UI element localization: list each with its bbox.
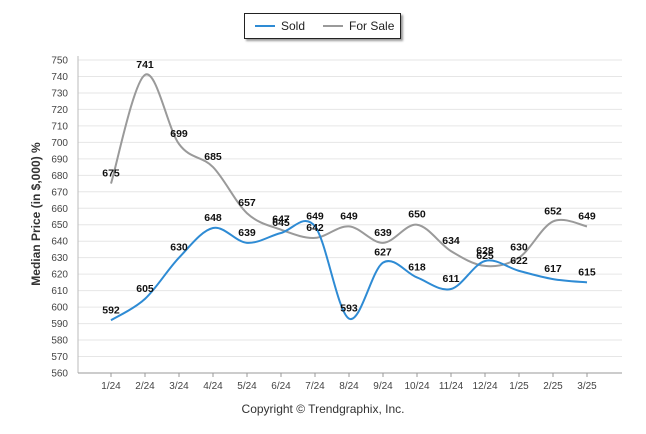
x-tick-label: 11/24: [439, 381, 464, 392]
y-tick-label: 750: [51, 56, 68, 67]
legend-label-sold: Sold: [281, 19, 306, 33]
y-tick-label: 620: [51, 270, 68, 281]
data-label-for-sale: 634: [442, 235, 460, 247]
legend-swatch-sold: [255, 25, 275, 27]
data-label-sold: 611: [443, 273, 460, 285]
x-tick-label: 3/25: [577, 381, 597, 392]
y-tick-label: 630: [51, 253, 68, 264]
data-label-sold: 628: [476, 245, 494, 257]
data-label-sold: 615: [578, 266, 596, 278]
y-axis-title: Median Price (in $,000) %: [29, 142, 43, 286]
legend-item-sold[interactable]: Sold: [255, 19, 305, 33]
legend-label-for-sale: For Sale: [349, 19, 395, 33]
data-label-for-sale: 741: [136, 59, 154, 71]
y-tick-label: 710: [51, 121, 68, 132]
data-label-sold: 639: [238, 227, 256, 239]
data-label-for-sale: 657: [238, 197, 256, 209]
data-label-sold: 593: [340, 303, 358, 315]
y-tick-label: 690: [51, 154, 68, 165]
x-tick-label: 3/24: [169, 381, 189, 392]
chart-legend: Sold For Sale: [244, 13, 401, 39]
data-label-sold: 645: [272, 217, 290, 229]
y-tick-label: 590: [51, 319, 68, 330]
data-label-for-sale: 625: [476, 250, 494, 262]
x-tick-label: 6/24: [271, 381, 291, 392]
series-line-for-sale: [110, 73, 588, 268]
data-label-for-sale: 699: [170, 128, 188, 140]
data-label-sold: 592: [102, 304, 120, 316]
x-tick-label: 7/24: [305, 381, 325, 392]
x-tick-label: 5/24: [237, 381, 257, 392]
x-tick-label: 1/25: [509, 381, 529, 392]
data-label-for-sale: 647: [272, 214, 290, 226]
y-tick-label: 680: [51, 171, 68, 182]
y-tick-label: 650: [51, 220, 68, 231]
y-tick-label: 580: [51, 336, 68, 347]
y-tick-label: 660: [51, 204, 68, 215]
y-tick-label: 570: [51, 352, 68, 363]
data-label-sold: 617: [544, 263, 562, 275]
data-label-sold: 648: [204, 212, 222, 224]
y-tick-label: 600: [51, 303, 68, 314]
x-tick-label: 8/24: [339, 381, 359, 392]
x-tick-label: 2/24: [135, 381, 155, 392]
data-label-sold: 649: [306, 210, 324, 222]
y-tick-label: 720: [51, 105, 68, 116]
x-tick-label: 10/24: [404, 381, 429, 392]
y-tick-label: 670: [51, 187, 68, 198]
data-label-for-sale: 652: [544, 205, 562, 217]
y-tick-label: 730: [51, 88, 68, 99]
data-label-for-sale: 675: [102, 168, 120, 180]
data-label-for-sale: 649: [340, 210, 358, 222]
x-tick-label: 4/24: [203, 381, 223, 392]
y-tick-label: 640: [51, 237, 68, 248]
data-label-for-sale: 639: [374, 227, 392, 239]
copyright-text: Copyright © Trendgraphix, Inc.: [241, 402, 405, 416]
y-tick-label: 610: [51, 286, 68, 297]
data-label-for-sale: 649: [578, 210, 596, 222]
legend-swatch-for-sale: [323, 25, 344, 27]
data-label-for-sale: 650: [408, 209, 426, 221]
y-tick-label: 740: [51, 72, 68, 83]
data-label-sold: 630: [170, 242, 188, 254]
data-label-sold: 627: [374, 247, 392, 259]
x-tick-label: 12/24: [472, 381, 497, 392]
data-label-for-sale: 642: [306, 222, 324, 234]
data-label-for-sale: 685: [204, 151, 222, 163]
y-tick-label: 700: [51, 138, 68, 149]
y-tick-label: 560: [51, 369, 68, 380]
legend-item-for-sale[interactable]: For Sale: [323, 19, 394, 33]
data-label-sold: 605: [136, 283, 154, 295]
data-label-sold: 618: [408, 261, 426, 273]
x-tick-label: 2/25: [543, 381, 563, 392]
data-label-sold: 622: [510, 255, 528, 267]
data-label-for-sale: 630: [510, 242, 528, 254]
x-tick-label: 9/24: [373, 381, 393, 392]
x-tick-label: 1/24: [101, 381, 121, 392]
series-line-sold: [110, 220, 588, 322]
